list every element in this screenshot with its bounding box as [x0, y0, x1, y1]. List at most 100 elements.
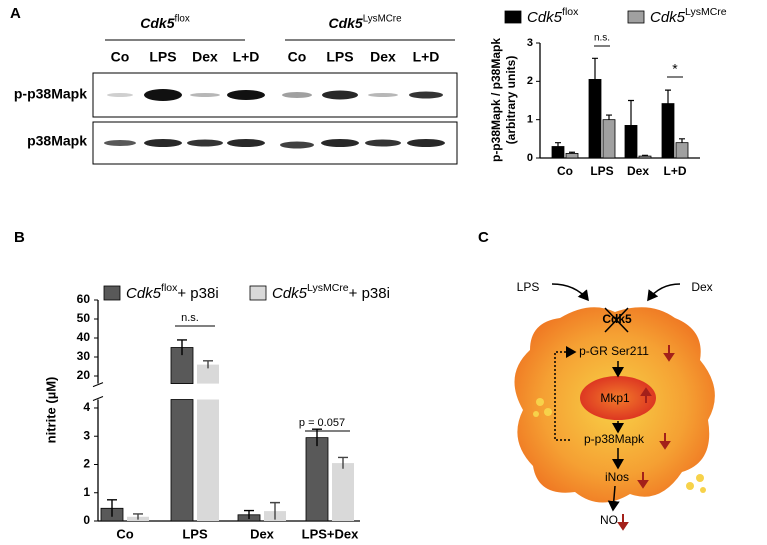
bar	[565, 152, 579, 159]
legend-swatch	[103, 285, 121, 301]
legend-swatch	[249, 285, 267, 301]
superscript: LysMCre	[363, 13, 402, 24]
row-label: p38Mapk	[27, 133, 87, 149]
gene-name: Cdk5	[140, 15, 174, 31]
gene-name: Cdk5	[272, 285, 308, 302]
error-bar	[203, 360, 213, 369]
y-tick-label: 1	[527, 114, 533, 126]
x-tick-label: Dex	[627, 164, 649, 178]
error-bar	[312, 428, 322, 447]
gene-name: Cdk5	[328, 15, 362, 31]
lane-label: L+D	[413, 49, 440, 65]
granules	[533, 398, 706, 493]
bar	[624, 125, 638, 159]
y-tick-label: 0	[83, 513, 90, 527]
error-bar	[133, 513, 143, 520]
x-tick-label: L+D	[663, 164, 686, 178]
lane-label: Dex	[192, 49, 218, 65]
panel-label: A	[10, 5, 21, 22]
lane-label: Dex	[370, 49, 396, 65]
suffix: + p38i	[349, 285, 390, 302]
x-tick-label: Co	[557, 164, 573, 178]
bar	[332, 463, 354, 521]
group-label: Cdk5flox	[140, 13, 190, 31]
bar	[675, 142, 689, 159]
x-tick-label: LPS+Dex	[302, 526, 359, 541]
x-tick-label: LPS	[182, 526, 208, 541]
node-label: Cdk5	[602, 312, 632, 326]
legend-swatch	[504, 10, 522, 24]
bar	[661, 103, 675, 159]
input-label: LPS	[517, 280, 540, 294]
suffix: + p38i	[177, 285, 218, 302]
nucleus	[580, 376, 656, 420]
legend-label: Cdk5LysMCre	[650, 6, 727, 26]
panel-label: C	[478, 229, 489, 246]
superscript: LysMCre	[307, 282, 349, 294]
x-tick-label: Co	[116, 526, 133, 541]
y-tick-label: 60	[77, 292, 91, 306]
legend-label: Cdk5flox+ p38i	[126, 282, 219, 302]
node-label: NO	[600, 513, 618, 527]
input-label: Dex	[691, 280, 712, 294]
node-label: p-p38Mapk	[584, 432, 645, 446]
panel-label: B	[14, 229, 25, 246]
lane-label: Co	[288, 49, 307, 65]
gene-name: Cdk5	[527, 9, 563, 26]
error-bar	[177, 339, 187, 356]
y-tick-label: 4	[83, 400, 90, 414]
y-axis-label: (arbitrary units)	[504, 56, 518, 145]
error-bar	[606, 114, 612, 120]
y-tick-label: 1	[83, 485, 90, 499]
axis-break	[92, 382, 104, 401]
y-tick-label: 2	[83, 457, 90, 471]
y-tick-label: 20	[77, 368, 91, 382]
group-label: Cdk5LysMCre	[328, 13, 402, 31]
bar	[588, 79, 602, 159]
y-tick-label: 50	[77, 311, 91, 325]
error-bar	[679, 138, 685, 143]
error-bar	[665, 89, 671, 104]
legend-label: Cdk5LysMCre+ p38i	[272, 282, 390, 302]
error-bar	[569, 151, 575, 154]
superscript: LysMCre	[685, 6, 727, 18]
regulation-arrows	[617, 345, 675, 531]
error-bar	[107, 499, 117, 517]
error-bar	[642, 154, 648, 157]
node-label: p-GR Ser211	[579, 344, 649, 358]
lane-label: LPS	[326, 49, 353, 65]
legend-label: Cdk5flox	[527, 6, 579, 26]
node-label: Mkp1	[600, 391, 630, 405]
annotation: p = 0.057	[299, 417, 345, 429]
lane-label: Co	[111, 49, 130, 65]
gene-name: Cdk5	[126, 285, 162, 302]
bar	[602, 119, 616, 159]
bar	[551, 146, 565, 159]
y-axis-label: p-p38Mapk / p38Mapk	[489, 38, 503, 162]
x-tick-label: LPS	[590, 164, 613, 178]
bar	[638, 155, 652, 159]
superscript: flox	[562, 6, 579, 18]
error-bar	[270, 501, 280, 520]
y-tick-label: 2	[527, 75, 533, 87]
legend-swatch	[627, 10, 645, 24]
error-bar	[592, 57, 598, 80]
y-tick-label: 40	[77, 330, 91, 344]
arrows	[551, 283, 681, 512]
y-tick-label: 0	[527, 152, 533, 164]
node-label: iNos	[605, 470, 629, 484]
bar	[305, 437, 329, 522]
y-tick-label: 3	[527, 37, 533, 49]
bar	[197, 364, 219, 384]
row-label: p-p38Mapk	[14, 86, 87, 102]
bar	[197, 399, 219, 521]
y-tick-label: 30	[77, 349, 91, 363]
blot-bands	[104, 89, 445, 149]
error-bar	[628, 99, 634, 126]
y-tick-label: 3	[83, 428, 90, 442]
superscript: flox	[174, 13, 189, 24]
annotation: n.s.	[594, 33, 610, 44]
lane-label: L+D	[233, 49, 260, 65]
